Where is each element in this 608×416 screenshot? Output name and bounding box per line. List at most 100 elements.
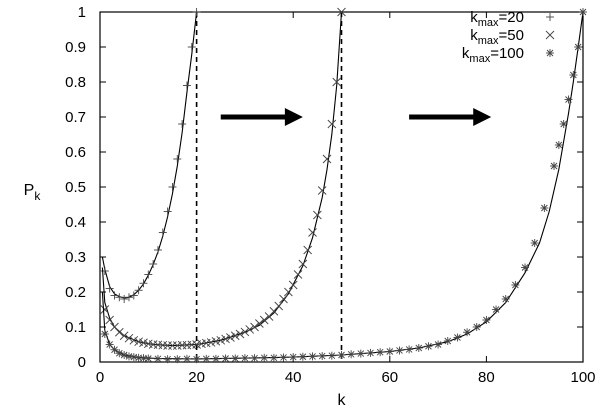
marker-stroke [303, 245, 313, 255]
y-tick-label: 0.2 [65, 284, 86, 301]
legend-label: kmax=50 [470, 27, 524, 47]
marker-stroke [110, 322, 119, 332]
marker-stroke [415, 344, 423, 352]
marker-stroke [322, 154, 332, 164]
marker-stroke [119, 331, 129, 341]
marker-stroke [555, 141, 563, 149]
data-point [211, 354, 220, 363]
marker-stroke [570, 71, 577, 79]
data-point [559, 120, 568, 128]
marker-stroke [250, 322, 259, 332]
data-point [453, 333, 462, 342]
data-point [501, 295, 510, 303]
legend-marker [546, 13, 554, 21]
data-point [332, 77, 341, 87]
fit-curve [101, 11, 343, 347]
marker-stroke [255, 319, 264, 328]
marker-stroke [425, 342, 432, 350]
marker-stroke [293, 270, 303, 279]
data-point [182, 81, 191, 90]
data-point [163, 355, 172, 364]
marker-stroke [288, 280, 298, 290]
data-point [308, 228, 317, 237]
marker-stroke [405, 346, 413, 353]
data-point [274, 301, 284, 311]
marker-stroke [280, 354, 287, 361]
data-point [173, 355, 182, 364]
y-tick-label: 0.8 [65, 74, 86, 91]
data-point [100, 305, 110, 314]
data-point [144, 354, 153, 363]
marker-stroke [120, 351, 128, 359]
data-point [289, 353, 298, 362]
data-point [298, 259, 308, 269]
marker-stroke [260, 354, 268, 362]
legend-label: kmax=20 [470, 9, 524, 29]
legend-label-main: k [462, 45, 470, 62]
marker-stroke [328, 352, 336, 360]
data-point [168, 183, 177, 191]
data-point [395, 346, 404, 355]
data-point [366, 348, 375, 357]
data-point [129, 335, 139, 345]
data-point [322, 154, 332, 164]
arrow-head [284, 108, 303, 126]
y-tick-label: 0.5 [65, 179, 86, 196]
y-tick-label: 0 [78, 354, 86, 371]
data-point [434, 340, 443, 349]
marker-stroke [512, 281, 519, 289]
marker-stroke [154, 355, 162, 363]
y-axis-label-sub: k [34, 189, 41, 203]
data-point [250, 322, 259, 332]
data-point [178, 120, 187, 128]
legend-label-main: k [470, 27, 478, 44]
marker-stroke [338, 351, 345, 359]
y-tick-label: 0.3 [65, 249, 86, 266]
y-tick-label: 0.4 [65, 214, 86, 231]
data-point [303, 245, 313, 255]
data-point [414, 344, 423, 352]
fit-curve [101, 11, 198, 299]
marker-stroke [124, 333, 134, 343]
marker-stroke [158, 340, 168, 350]
marker-stroke [396, 347, 403, 354]
marker-stroke [492, 306, 500, 313]
y-tick-label: 0.1 [65, 319, 86, 336]
marker-stroke [308, 228, 317, 237]
legend-label-sub: max [478, 17, 499, 29]
marker-stroke [129, 335, 139, 345]
marker-stroke [313, 210, 322, 220]
data-point [235, 329, 245, 339]
legend-label: kmax=100 [462, 45, 524, 65]
fit-curve [101, 11, 584, 360]
data-point [231, 354, 240, 363]
data-point [105, 315, 114, 325]
marker-stroke [245, 325, 255, 334]
data-point [124, 293, 133, 302]
data-point [327, 351, 336, 360]
data-point [463, 328, 472, 337]
data-point [492, 305, 501, 314]
marker-stroke [106, 341, 113, 348]
marker-stroke [231, 355, 239, 362]
data-point [347, 350, 356, 359]
x-axis-label: k [338, 392, 347, 409]
marker-stroke [235, 329, 245, 339]
series-1 [100, 8, 201, 303]
data-point [260, 353, 269, 362]
marker-stroke [463, 328, 471, 336]
marker-stroke [251, 354, 258, 362]
marker-stroke [357, 350, 365, 357]
data-point [230, 331, 240, 341]
data-point [554, 141, 563, 149]
marker-stroke [565, 96, 572, 103]
x-tick-label: 80 [478, 369, 495, 386]
data-point [318, 352, 327, 361]
data-point [192, 355, 201, 364]
marker-stroke [221, 334, 230, 344]
marker-stroke [367, 349, 374, 357]
data-point [255, 319, 264, 328]
data-point [521, 263, 530, 272]
legend-label-sub: max [478, 35, 499, 47]
